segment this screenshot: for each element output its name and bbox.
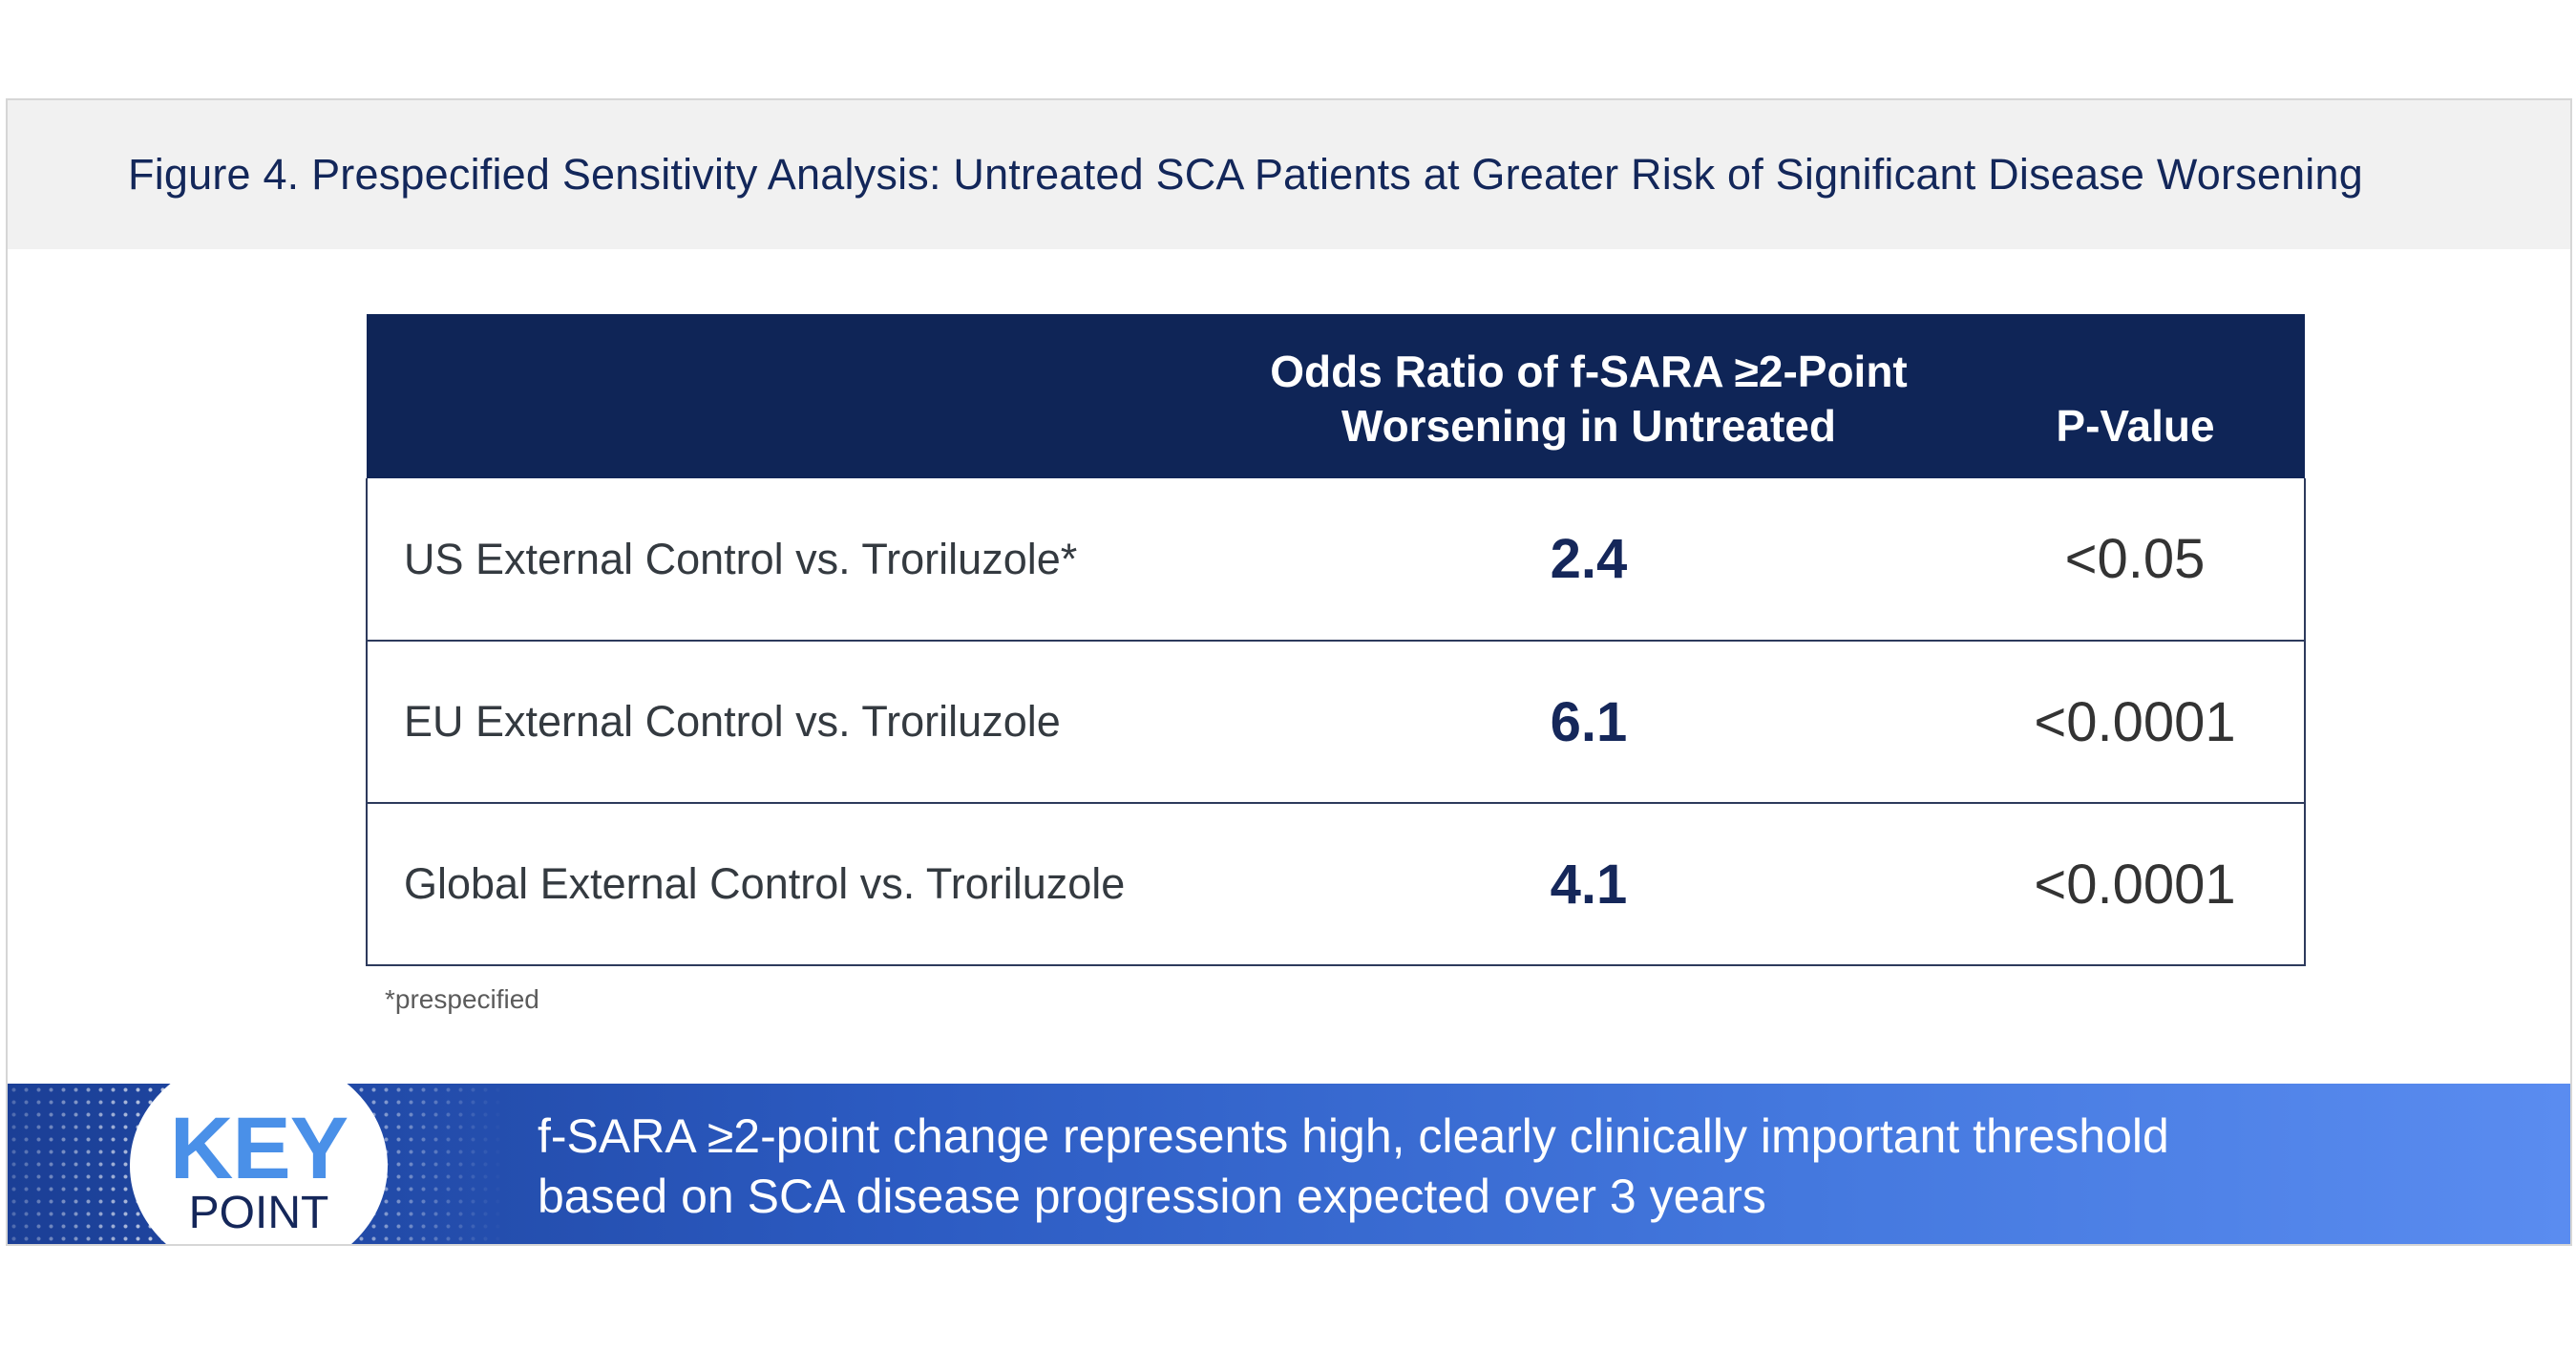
point-word: POINT <box>188 1188 329 1238</box>
key-point-line2: based on SCA disease progression expecte… <box>538 1170 1766 1223</box>
table-row: EU External Control vs. Troriluzole 6.1 … <box>367 640 2305 803</box>
table-footnote: *prespecified <box>385 984 539 1014</box>
row-label: Global External Control vs. Troriluzole <box>367 802 1212 965</box>
figure-card: Figure 4. Prespecified Sensitivity Analy… <box>6 98 2572 1246</box>
table-row: Global External Control vs. Troriluzole … <box>367 802 2305 965</box>
key-point-line1: f-SARA ≥2-point change represents high, … <box>538 1109 2169 1163</box>
table-row: US External Control vs. Troriluzole* 2.4… <box>367 478 2305 641</box>
row-p-value: <0.0001 <box>1966 640 2305 803</box>
odds-ratio-table: Odds Ratio of f-SARA ≥2-Point Worsening … <box>366 314 2306 966</box>
row-odds-ratio: 4.1 <box>1212 802 1966 965</box>
key-point-text: f-SARA ≥2-point change represents high, … <box>538 1107 2523 1227</box>
row-p-value: <0.0001 <box>1966 802 2305 965</box>
header-label <box>367 314 1212 478</box>
key-point-circle <box>130 1084 388 1244</box>
row-odds-ratio: 6.1 <box>1212 640 1966 803</box>
figure-title: Figure 4. Prespecified Sensitivity Analy… <box>128 150 2363 199</box>
key-point-banner: KEY POINT f-SARA ≥2-point change represe… <box>8 1084 2570 1244</box>
row-label: EU External Control vs. Troriluzole <box>367 640 1212 803</box>
title-band: Figure 4. Prespecified Sensitivity Analy… <box>8 100 2570 249</box>
header-odds-ratio-line2: Worsening in Untreated <box>1341 401 1836 451</box>
row-label: US External Control vs. Troriluzole* <box>404 534 1078 583</box>
row-odds-ratio: 2.4 <box>1550 528 1628 590</box>
header-p-value: P-Value <box>2056 401 2215 451</box>
key-word: KEY <box>169 1100 348 1197</box>
header-odds-ratio: Odds Ratio of f-SARA ≥2-Point Worsening … <box>1212 314 1966 478</box>
table-header-row: Odds Ratio of f-SARA ≥2-Point Worsening … <box>367 314 2305 478</box>
row-p-value: <0.05 <box>2064 528 2206 590</box>
header-odds-ratio-line1: Odds Ratio of f-SARA ≥2-Point <box>1270 347 1908 396</box>
